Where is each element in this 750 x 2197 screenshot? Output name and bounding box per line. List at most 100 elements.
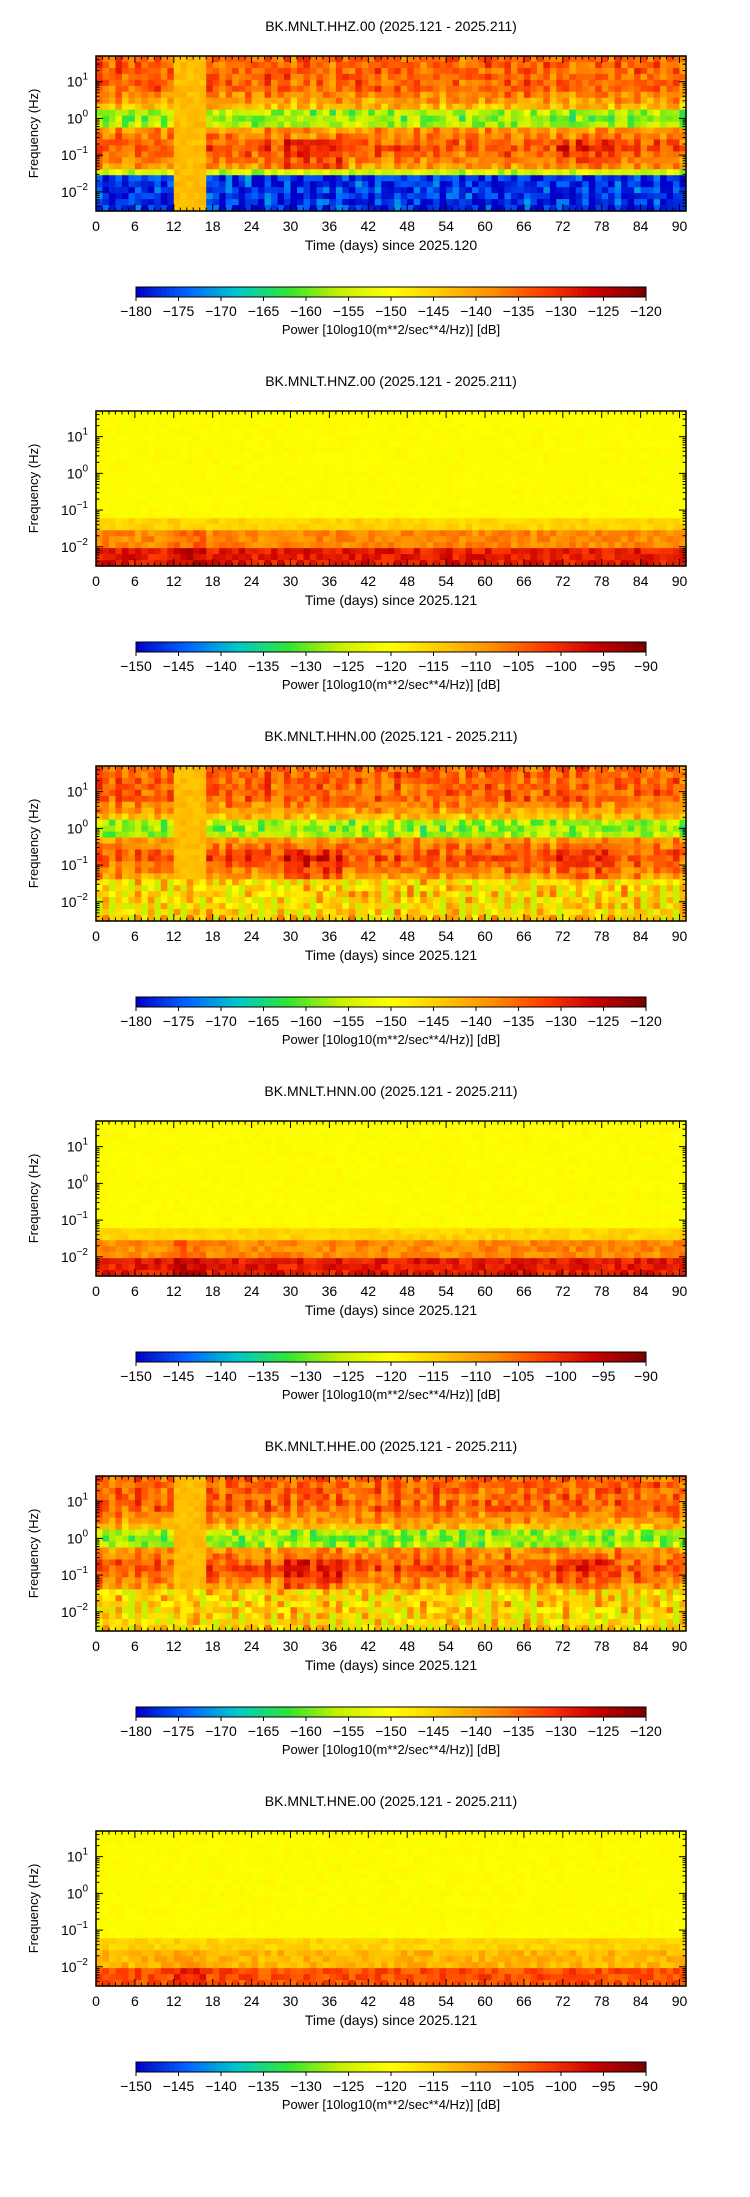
spectrogram-cell — [627, 193, 635, 200]
spectrogram-cell — [608, 121, 616, 129]
spectrogram-cell — [180, 416, 188, 424]
spectrogram-cell — [284, 554, 292, 561]
spectrogram-cell — [361, 61, 369, 69]
spectrogram-cell — [115, 145, 123, 152]
spectrogram-cell — [115, 464, 123, 472]
colorbar-swatch — [276, 287, 281, 297]
spectrogram-cell — [562, 524, 570, 531]
spectrogram-cell — [459, 91, 467, 99]
spectrogram-cell — [173, 411, 181, 418]
spectrogram-cell — [147, 145, 155, 152]
spectrogram-cell — [640, 157, 648, 164]
spectrogram-cell — [303, 175, 311, 182]
spectrogram-cell — [465, 500, 473, 507]
spectrogram-cell — [128, 175, 136, 182]
spectrogram-cell — [387, 175, 395, 182]
spectrogram-cell — [296, 494, 305, 502]
spectrogram-cell — [167, 175, 175, 182]
spectrogram-cell — [549, 67, 557, 75]
spectrogram-cell — [420, 61, 428, 69]
spectrogram-cell — [160, 440, 168, 448]
spectrogram-cell — [485, 121, 493, 129]
spectrogram-cell — [180, 169, 188, 176]
spectrogram-cell — [660, 115, 668, 123]
spectrogram-cell — [245, 446, 253, 454]
spectrogram-cell — [510, 56, 519, 63]
spectrogram-cell — [154, 187, 162, 194]
spectrogram-cell — [660, 109, 668, 117]
spectrogram-cell — [232, 452, 240, 460]
spectrogram-cell — [206, 428, 214, 436]
spectrogram-cell — [121, 434, 130, 442]
spectrogram-cell — [562, 73, 570, 81]
spectrogram-cell — [342, 121, 350, 129]
spectrogram-cell — [543, 205, 551, 212]
spectrogram-cell — [167, 109, 175, 117]
spectrogram-cell — [141, 199, 149, 206]
spectrogram-cell — [296, 518, 305, 525]
spectrogram-cell — [387, 67, 395, 75]
spectrogram-cell — [232, 554, 240, 561]
spectrogram-cell — [621, 470, 629, 478]
colorbar-tick-label: −165 — [248, 303, 280, 319]
spectrogram-cell — [517, 151, 525, 158]
spectrogram-cell — [290, 470, 298, 478]
spectrogram-cell — [582, 512, 590, 519]
spectrogram-cell — [420, 488, 428, 496]
spectrogram-cell — [381, 530, 389, 537]
spectrogram-cell — [504, 151, 512, 158]
spectrogram-cell — [206, 97, 214, 105]
spectrogram-cell — [562, 482, 570, 490]
spectrogram-cell — [258, 109, 266, 117]
y-tick-label: 10−2 — [61, 182, 88, 200]
spectrogram-cell — [368, 500, 376, 507]
spectrogram-cell — [348, 506, 356, 513]
spectrogram-cell — [446, 139, 454, 147]
spectrogram-cell — [660, 127, 668, 135]
spectrogram-cell — [296, 133, 305, 141]
spectrogram-cell — [96, 530, 104, 537]
spectrogram-cell — [186, 85, 194, 93]
spectrogram-cell — [562, 175, 570, 182]
colorbar-swatch — [318, 287, 324, 297]
colorbar-swatch — [501, 287, 507, 297]
spectrogram-cell — [433, 542, 441, 549]
spectrogram-cell — [530, 127, 538, 135]
colorbar-swatch — [386, 287, 392, 297]
spectrogram-cell — [381, 145, 389, 152]
spectrogram-cell — [452, 428, 460, 436]
spectrogram-cell — [582, 422, 590, 430]
spectrogram-cell — [666, 169, 674, 176]
spectrogram-cell — [510, 205, 519, 212]
spectrogram-cell — [407, 139, 415, 147]
spectrogram-cell — [134, 506, 142, 513]
spectrogram-cell — [108, 199, 117, 206]
spectrogram-cell — [147, 464, 155, 472]
spectrogram-cell — [394, 157, 402, 164]
spectrogram-cell — [342, 446, 350, 454]
spectrogram-cell — [465, 56, 473, 63]
spectrogram-cell — [497, 91, 506, 99]
spectrogram-cell — [348, 139, 356, 147]
spectrogram-cell — [614, 452, 622, 460]
spectrogram-cell — [614, 163, 622, 170]
spectrogram-cell — [303, 199, 311, 206]
spectrogram-cell — [485, 476, 493, 484]
spectrogram-cell — [478, 133, 486, 141]
spectrogram-cell — [160, 157, 168, 164]
spectrogram-cell — [134, 151, 142, 158]
spectrogram-cell — [459, 193, 467, 200]
spectrogram-cell — [264, 548, 272, 555]
spectrogram-cell — [284, 458, 292, 466]
spectrogram-cell — [543, 91, 551, 99]
spectrogram-cell — [647, 85, 655, 93]
spectrogram-cell — [491, 512, 499, 519]
spectrogram-cell — [193, 157, 201, 164]
spectrogram-cell — [556, 145, 564, 152]
spectrogram-cell — [627, 518, 635, 525]
spectrogram-cell — [556, 61, 564, 69]
spectrogram-cell — [485, 422, 493, 430]
spectrogram-cell — [588, 85, 596, 93]
spectrogram-cell — [614, 127, 622, 135]
spectrogram-cell — [193, 506, 201, 513]
